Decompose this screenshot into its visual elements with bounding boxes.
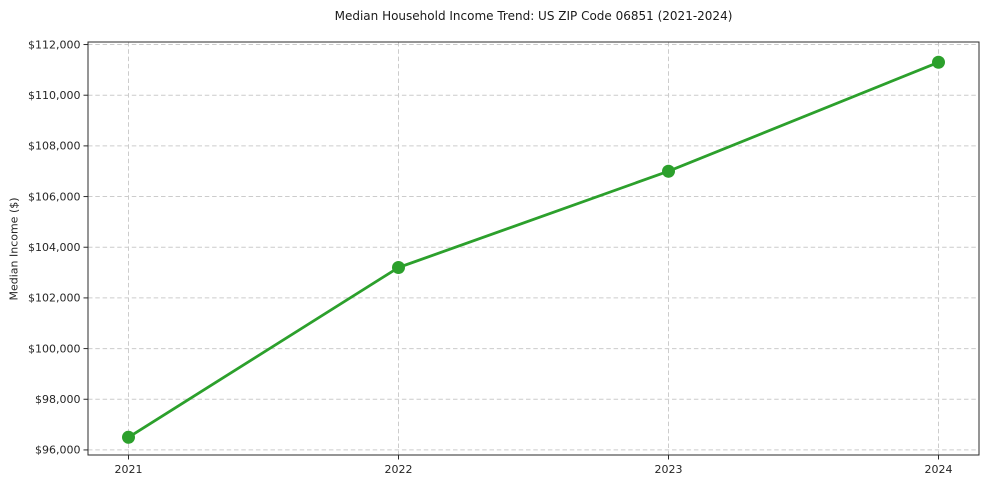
y-tick-label: $102,000 bbox=[28, 292, 81, 305]
x-tick-label: 2024 bbox=[925, 463, 953, 476]
y-tick-label: $98,000 bbox=[35, 393, 81, 406]
y-tick-label: $104,000 bbox=[28, 241, 81, 254]
y-tick-label: $100,000 bbox=[28, 342, 81, 355]
x-tick-label: 2023 bbox=[655, 463, 683, 476]
trend-line bbox=[127, 60, 940, 439]
data-point bbox=[662, 164, 675, 178]
y-tick-label: $110,000 bbox=[28, 89, 81, 102]
plot-border bbox=[87, 41, 980, 456]
y-tick-label: $112,000 bbox=[28, 38, 81, 51]
x-tick-label: 2022 bbox=[385, 463, 413, 476]
data-point bbox=[122, 430, 135, 444]
chart-title: Median Household Income Trend: US ZIP Co… bbox=[334, 9, 733, 23]
y-tick-label: $96,000 bbox=[35, 444, 81, 457]
data-point bbox=[392, 261, 405, 275]
y-tick-label: $108,000 bbox=[28, 140, 81, 153]
y-tick-label: $106,000 bbox=[28, 190, 81, 203]
x-tick-label: 2021 bbox=[115, 463, 143, 476]
data-point bbox=[932, 55, 945, 69]
